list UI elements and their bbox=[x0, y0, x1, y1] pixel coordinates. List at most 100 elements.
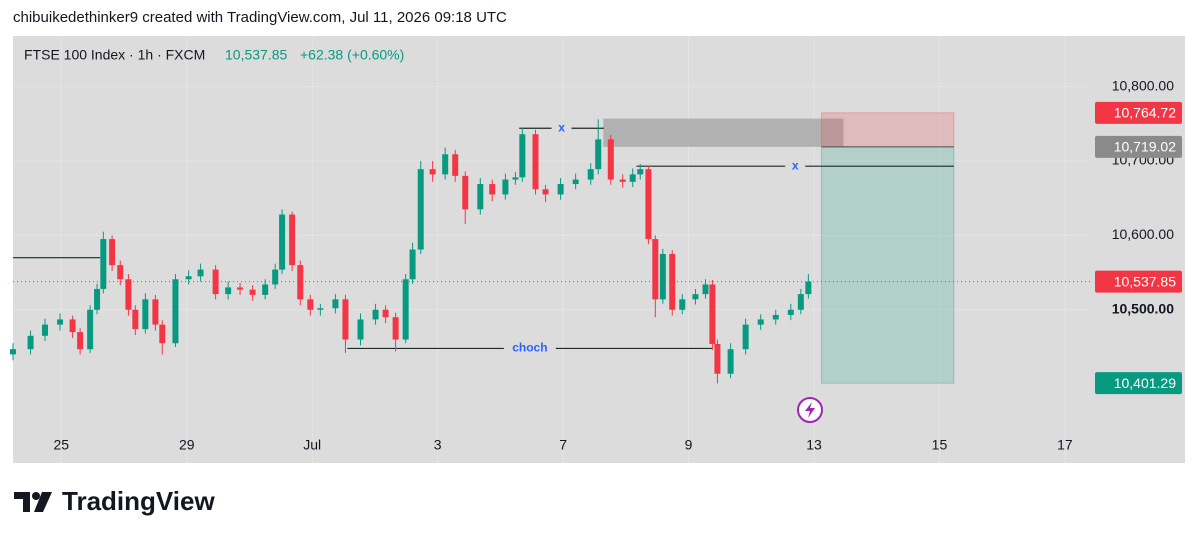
price-label: 10,537.85 bbox=[1114, 273, 1176, 289]
price-change: +62.38 (+0.60%) bbox=[300, 47, 404, 63]
candle-body bbox=[607, 139, 614, 180]
logo-text[interactable]: TradingView bbox=[62, 486, 215, 516]
candle-body bbox=[77, 332, 84, 350]
candle-body bbox=[502, 179, 509, 195]
price-label: 10,401.29 bbox=[1114, 375, 1176, 391]
y-tick-label: 10,800.00 bbox=[1112, 77, 1174, 93]
logo[interactable]: TradingView bbox=[14, 486, 215, 516]
candle-body bbox=[172, 279, 179, 344]
x-tick-label: 3 bbox=[434, 437, 442, 453]
candle-body bbox=[532, 134, 539, 190]
candle-body bbox=[489, 184, 496, 195]
candle-body bbox=[709, 284, 716, 344]
candle-body bbox=[772, 314, 779, 320]
candle-body bbox=[125, 279, 132, 310]
logo-mark[interactable] bbox=[32, 492, 40, 500]
candle-body bbox=[409, 249, 416, 280]
candle-body bbox=[417, 169, 424, 250]
candle-body bbox=[542, 189, 549, 195]
candle-body bbox=[289, 214, 296, 266]
x-tick-label: 7 bbox=[559, 437, 567, 453]
x-tick-label: 17 bbox=[1057, 437, 1073, 453]
candle-body bbox=[727, 349, 734, 374]
x-tick-label: Jul bbox=[303, 437, 321, 453]
candle-body bbox=[629, 174, 636, 182]
price-label: 10,764.72 bbox=[1114, 105, 1176, 121]
candle-body bbox=[272, 269, 279, 285]
candle-body bbox=[152, 299, 159, 325]
candle-body bbox=[659, 253, 666, 300]
candle-body bbox=[372, 309, 379, 320]
chart-background bbox=[13, 36, 1185, 463]
candle-body bbox=[142, 299, 149, 330]
y-tick-label: 10,500.00 bbox=[1112, 300, 1174, 316]
candle-body bbox=[27, 335, 34, 350]
price-label-box bbox=[1095, 135, 1182, 158]
candle-body bbox=[557, 184, 564, 195]
candle-body bbox=[41, 324, 48, 336]
candle-body bbox=[237, 287, 244, 290]
candle-body bbox=[477, 184, 484, 210]
x-tick-label: 15 bbox=[932, 437, 948, 453]
zone bbox=[603, 118, 844, 147]
candle-body bbox=[109, 239, 116, 266]
x-tick-label: 13 bbox=[806, 437, 822, 453]
y-tick-label: 10,600.00 bbox=[1112, 226, 1174, 242]
candle-body bbox=[757, 319, 764, 325]
candle-body bbox=[512, 177, 519, 180]
candle-body bbox=[519, 134, 526, 178]
candle-body bbox=[185, 276, 192, 280]
target-zone bbox=[821, 146, 955, 384]
stop-zone bbox=[821, 112, 955, 148]
chart-title: FTSE 100 Index · 1h · FXCM bbox=[24, 47, 205, 63]
candle-body bbox=[652, 239, 659, 300]
candle-body bbox=[442, 154, 449, 175]
candle-body bbox=[669, 253, 676, 310]
candle-body bbox=[159, 324, 166, 344]
candle-body bbox=[645, 169, 652, 240]
candle-body bbox=[69, 319, 76, 333]
alert-icon[interactable] bbox=[797, 397, 823, 423]
x-tick-label: 9 bbox=[685, 437, 693, 453]
drawing-label: x bbox=[558, 120, 565, 134]
candle-body bbox=[117, 265, 124, 280]
logo-mark[interactable] bbox=[34, 492, 52, 512]
candle-body bbox=[100, 239, 107, 289]
candle-body bbox=[332, 299, 339, 309]
candle-body bbox=[797, 294, 804, 310]
candle-body bbox=[805, 281, 812, 295]
candle-body bbox=[742, 324, 749, 350]
candle-body bbox=[692, 294, 699, 300]
candle-body bbox=[342, 299, 349, 340]
candle-body bbox=[225, 287, 232, 295]
candle-body bbox=[679, 299, 686, 310]
candle-body bbox=[10, 349, 16, 355]
logo-mark[interactable] bbox=[14, 492, 30, 512]
candle-body bbox=[587, 169, 594, 180]
candle-body bbox=[452, 154, 459, 176]
price-label-box bbox=[1095, 372, 1182, 395]
candle-body bbox=[94, 288, 101, 310]
candle-body bbox=[787, 309, 794, 315]
drawing-label: choch bbox=[512, 341, 547, 355]
candle-body bbox=[212, 269, 219, 295]
candle-body bbox=[262, 284, 269, 295]
candle-body bbox=[57, 319, 64, 325]
drawing-label-bg bbox=[785, 158, 806, 175]
candle-body bbox=[637, 169, 644, 175]
header: chibuikedethinker9 created with TradingV… bbox=[13, 9, 507, 26]
candle-body bbox=[595, 139, 602, 170]
last-price: 10,537.85 bbox=[225, 47, 287, 63]
drawing-label: x bbox=[792, 158, 799, 172]
alert-bolt[interactable] bbox=[805, 402, 815, 418]
candle-body bbox=[317, 308, 324, 310]
candle-body bbox=[279, 214, 286, 270]
candle-body bbox=[619, 179, 626, 182]
price-label-box bbox=[1095, 101, 1182, 124]
candle-body bbox=[297, 265, 304, 300]
candle-body bbox=[572, 179, 579, 185]
price-label: 10,719.02 bbox=[1114, 139, 1176, 155]
candle-body bbox=[87, 309, 94, 350]
x-tick-label: 25 bbox=[54, 437, 70, 453]
